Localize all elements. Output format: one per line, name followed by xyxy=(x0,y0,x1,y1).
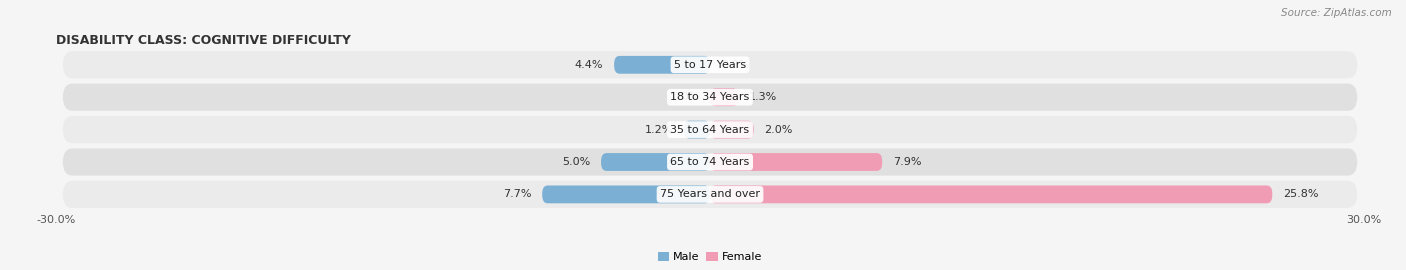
FancyBboxPatch shape xyxy=(63,116,1357,143)
FancyBboxPatch shape xyxy=(63,84,1357,111)
FancyBboxPatch shape xyxy=(63,148,1357,176)
Text: 7.9%: 7.9% xyxy=(893,157,921,167)
FancyBboxPatch shape xyxy=(543,185,710,203)
FancyBboxPatch shape xyxy=(710,88,738,106)
Text: 0.0%: 0.0% xyxy=(671,92,699,102)
FancyBboxPatch shape xyxy=(710,153,882,171)
Text: 35 to 64 Years: 35 to 64 Years xyxy=(671,124,749,135)
FancyBboxPatch shape xyxy=(602,153,710,171)
FancyBboxPatch shape xyxy=(63,181,1357,208)
Text: 75 Years and over: 75 Years and over xyxy=(659,189,761,200)
Text: 7.7%: 7.7% xyxy=(503,189,531,200)
Text: 18 to 34 Years: 18 to 34 Years xyxy=(671,92,749,102)
Text: 0.0%: 0.0% xyxy=(721,60,749,70)
Text: DISABILITY CLASS: COGNITIVE DIFFICULTY: DISABILITY CLASS: COGNITIVE DIFFICULTY xyxy=(56,34,352,47)
Text: 1.3%: 1.3% xyxy=(749,92,778,102)
FancyBboxPatch shape xyxy=(614,56,710,74)
Text: 1.2%: 1.2% xyxy=(644,124,673,135)
Text: 4.4%: 4.4% xyxy=(575,60,603,70)
FancyBboxPatch shape xyxy=(63,51,1357,78)
Text: 5.0%: 5.0% xyxy=(562,157,591,167)
FancyBboxPatch shape xyxy=(683,121,710,139)
Text: Source: ZipAtlas.com: Source: ZipAtlas.com xyxy=(1281,8,1392,18)
Text: 65 to 74 Years: 65 to 74 Years xyxy=(671,157,749,167)
Text: 2.0%: 2.0% xyxy=(765,124,793,135)
FancyBboxPatch shape xyxy=(710,121,754,139)
Legend: Male, Female: Male, Female xyxy=(654,247,766,266)
FancyBboxPatch shape xyxy=(710,185,1272,203)
Text: 25.8%: 25.8% xyxy=(1284,189,1319,200)
Text: 5 to 17 Years: 5 to 17 Years xyxy=(673,60,747,70)
